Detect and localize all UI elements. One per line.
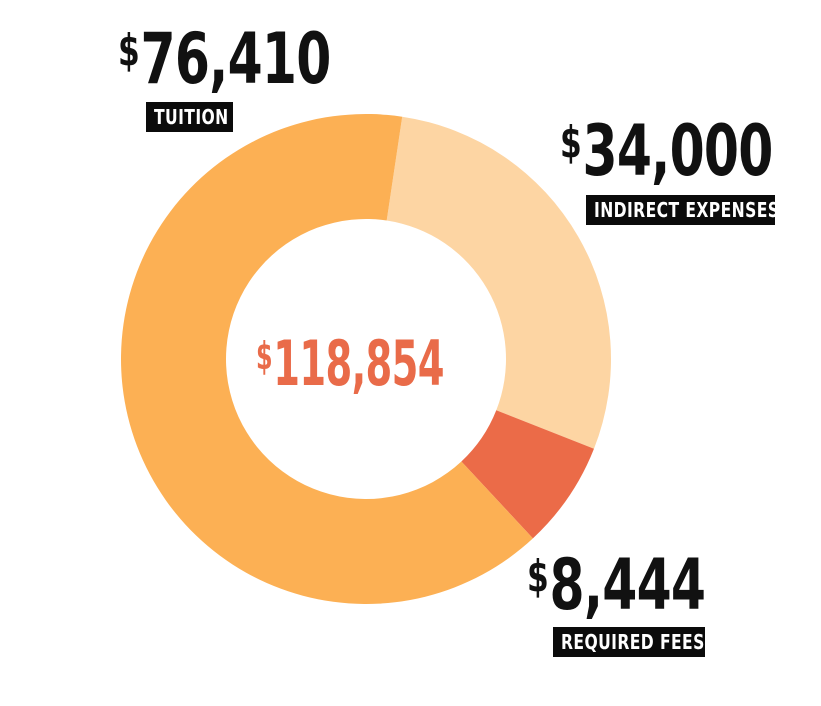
indirect-expenses-label: INDIRECT EXPENSES — [594, 198, 780, 222]
required-fees-badge: REQUIRED FEES — [553, 627, 705, 657]
required-fees-value: 8,444 — [549, 544, 706, 626]
tuition-value: 76,410 — [140, 18, 331, 100]
required-fees-slice — [461, 410, 594, 539]
indirect-expenses-value: 34,000 — [582, 110, 773, 192]
indirect-expenses-currency: $ — [560, 117, 582, 168]
tuition-badge: TUITION — [146, 102, 233, 132]
tuition-slice — [120, 113, 533, 604]
required-fees-amount: $8,444 — [527, 550, 706, 620]
indirect-expenses-amount: $34,000 — [560, 116, 773, 186]
center-total: $118,854 — [256, 333, 445, 395]
required-fees-currency: $ — [527, 551, 549, 602]
center-total-value: 118,854 — [273, 327, 444, 400]
center-total-currency: $ — [256, 333, 273, 379]
tuition-label: TUITION — [154, 105, 229, 129]
tuition-currency: $ — [118, 25, 140, 76]
required-fees-label: REQUIRED FEES — [561, 630, 705, 654]
indirect-expenses-slice — [386, 116, 611, 449]
tuition-amount: $76,410 — [118, 24, 331, 94]
indirect-expenses-badge: INDIRECT EXPENSES — [586, 195, 779, 225]
